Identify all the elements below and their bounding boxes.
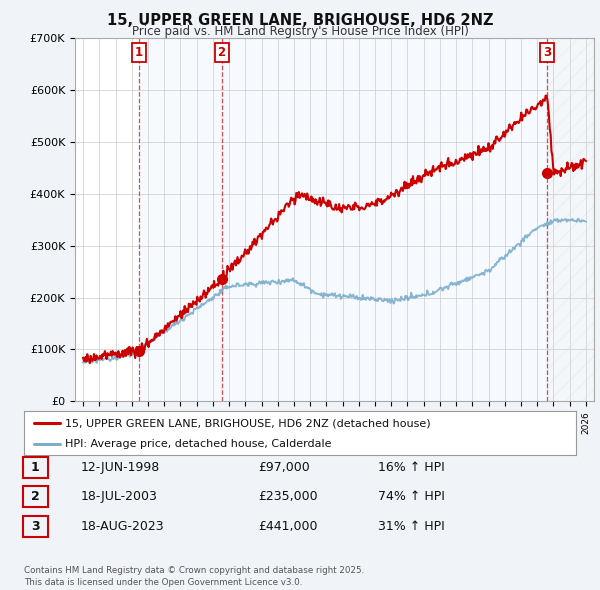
- Text: 18-JUL-2003: 18-JUL-2003: [81, 490, 158, 503]
- Text: £441,000: £441,000: [258, 520, 317, 533]
- Text: This data is licensed under the Open Government Licence v3.0.: This data is licensed under the Open Gov…: [24, 578, 302, 587]
- Text: 3: 3: [31, 520, 40, 533]
- Bar: [221, 38, 547, 401]
- Text: £97,000: £97,000: [258, 461, 310, 474]
- Text: £235,000: £235,000: [258, 490, 317, 503]
- Bar: [139, 38, 221, 401]
- Text: 1: 1: [135, 46, 143, 59]
- Bar: [547, 38, 594, 401]
- Text: 16% ↑ HPI: 16% ↑ HPI: [378, 461, 445, 474]
- Text: 31% ↑ HPI: 31% ↑ HPI: [378, 520, 445, 533]
- Text: HPI: Average price, detached house, Calderdale: HPI: Average price, detached house, Cald…: [65, 438, 332, 448]
- Text: 2: 2: [31, 490, 40, 503]
- Text: 2: 2: [218, 46, 226, 59]
- Text: 3: 3: [544, 46, 551, 59]
- Text: Contains HM Land Registry data © Crown copyright and database right 2025.: Contains HM Land Registry data © Crown c…: [24, 566, 364, 575]
- Text: 15, UPPER GREEN LANE, BRIGHOUSE, HD6 2NZ (detached house): 15, UPPER GREEN LANE, BRIGHOUSE, HD6 2NZ…: [65, 418, 431, 428]
- Text: Price paid vs. HM Land Registry's House Price Index (HPI): Price paid vs. HM Land Registry's House …: [131, 25, 469, 38]
- Text: 1: 1: [31, 461, 40, 474]
- Text: 18-AUG-2023: 18-AUG-2023: [81, 520, 164, 533]
- Text: 12-JUN-1998: 12-JUN-1998: [81, 461, 160, 474]
- Text: 74% ↑ HPI: 74% ↑ HPI: [378, 490, 445, 503]
- Text: 15, UPPER GREEN LANE, BRIGHOUSE, HD6 2NZ: 15, UPPER GREEN LANE, BRIGHOUSE, HD6 2NZ: [107, 13, 493, 28]
